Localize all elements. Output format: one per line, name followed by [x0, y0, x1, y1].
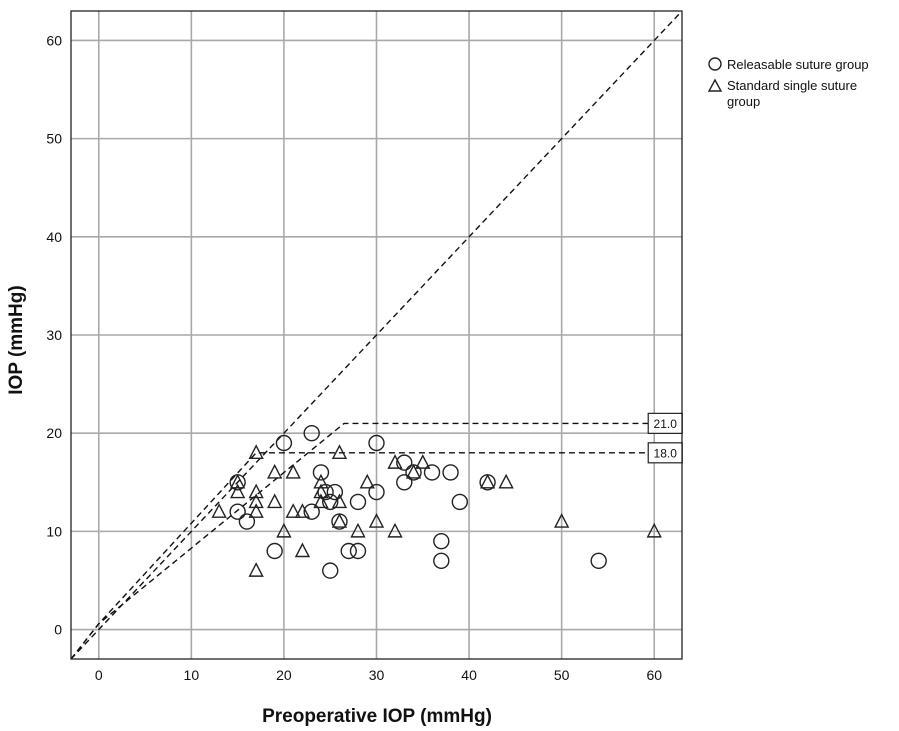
- point-standard: [498, 473, 514, 489]
- point-releasable: [423, 464, 441, 481]
- point-standard: [285, 503, 301, 518]
- point-releasable: [396, 454, 413, 471]
- x-tick-label: 20: [276, 667, 292, 683]
- threshold-label: 21.0: [654, 417, 678, 431]
- y-tick-label: 60: [46, 32, 62, 48]
- point-standard: [248, 483, 264, 499]
- point-releasable: [433, 552, 450, 570]
- x-tick-label: 50: [554, 667, 570, 683]
- point-standard: [331, 444, 348, 460]
- point-releasable: [349, 542, 367, 560]
- point-standard: [211, 503, 227, 518]
- threshold-label: 18.0: [654, 446, 678, 460]
- point-releasable: [451, 493, 469, 511]
- point-standard: [313, 473, 329, 489]
- point-standard: [313, 493, 329, 509]
- point-standard: [248, 562, 264, 577]
- point-standard: [359, 473, 375, 489]
- x-axis-label: Preoperative IOP (mmHg): [262, 706, 492, 727]
- point-releasable: [275, 434, 293, 452]
- point-releasable: [322, 493, 339, 511]
- point-releasable: [322, 562, 339, 579]
- point-standard: [267, 463, 283, 479]
- point-releasable: [396, 474, 413, 491]
- threshold-line: [70, 422, 655, 660]
- point-releasable: [368, 483, 385, 501]
- point-standard: [294, 542, 311, 558]
- point-standard: [267, 493, 283, 509]
- point-standard: [387, 454, 403, 469]
- point-releasable: [349, 493, 367, 511]
- point-standard: [248, 503, 264, 518]
- y-tick-label: 40: [46, 229, 62, 245]
- legend-label-standard: Standard single suture group: [727, 78, 861, 109]
- y-tick-label: 10: [46, 523, 62, 539]
- point-releasable: [442, 464, 459, 481]
- point-standard: [276, 522, 292, 538]
- point-standard: [294, 503, 311, 518]
- data-points: [211, 424, 662, 579]
- point-standard: [331, 493, 348, 509]
- point-standard: [313, 483, 329, 499]
- threshold-line: [70, 452, 655, 660]
- tick-labels: 0 10 20 30 40 50 60 0 10 20 30 40 50 60: [46, 32, 662, 683]
- point-releasable: [238, 513, 256, 530]
- y-tick-label: 20: [46, 425, 62, 441]
- y-tick-label: 30: [46, 327, 62, 343]
- point-standard: [479, 473, 496, 489]
- x-tick-label: 30: [369, 667, 385, 683]
- point-releasable: [303, 503, 320, 520]
- y-tick-label: 0: [54, 622, 62, 638]
- x-tick-label: 0: [95, 667, 103, 683]
- point-releasable: [312, 464, 330, 481]
- legend-label-standard-line1: Standard single suture: [727, 78, 857, 93]
- x-tick-label: 10: [184, 667, 200, 683]
- point-standard: [229, 473, 246, 489]
- identity-line: [70, 10, 683, 660]
- point-releasable: [303, 424, 320, 442]
- legend: Releasable suture group Standard single …: [707, 57, 869, 109]
- legend-circle-marker: [708, 57, 722, 71]
- point-standard: [405, 463, 422, 479]
- point-standard: [248, 444, 264, 460]
- point-releasable: [590, 552, 607, 570]
- point-releasable: [266, 542, 283, 560]
- point-standard: [646, 522, 662, 538]
- point-releasable: [340, 542, 357, 560]
- point-releasable: [229, 503, 246, 520]
- point-standard: [553, 513, 570, 528]
- point-standard: [415, 454, 431, 469]
- point-releasable: [326, 483, 344, 501]
- point-standard: [248, 493, 264, 509]
- y-axis-label: IOP (mmHg): [6, 285, 27, 394]
- x-tick-label: 60: [646, 667, 662, 683]
- point-standard: [368, 513, 385, 528]
- y-tick-label: 50: [46, 131, 62, 147]
- legend-triangle-marker: [707, 78, 723, 92]
- grid-lines: [71, 11, 682, 659]
- point-standard: [350, 522, 366, 538]
- point-standard: [285, 463, 301, 479]
- legend-label-releasable: Releasable suture group: [727, 57, 869, 72]
- point-releasable: [368, 434, 385, 452]
- point-standard: [331, 513, 348, 528]
- plot-frame: [70, 10, 683, 660]
- point-standard: [229, 483, 246, 499]
- point-releasable: [433, 532, 450, 550]
- legend-label-standard-line2: group: [727, 94, 760, 109]
- point-standard: [387, 522, 403, 538]
- x-tick-label: 40: [461, 667, 477, 683]
